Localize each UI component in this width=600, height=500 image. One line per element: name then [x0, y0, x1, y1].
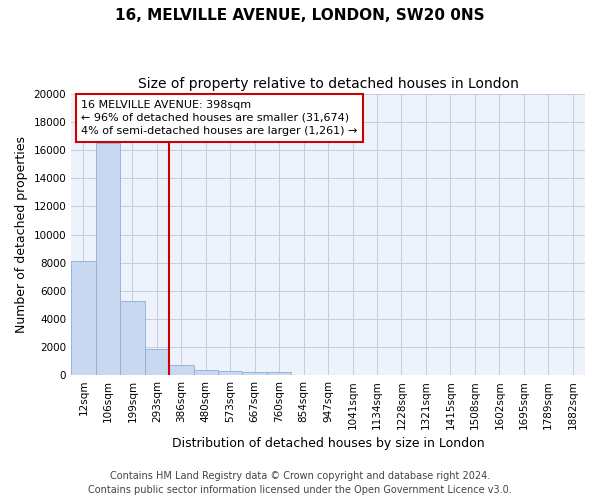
Title: Size of property relative to detached houses in London: Size of property relative to detached ho… — [137, 78, 518, 92]
Bar — [242, 372, 267, 375]
Bar — [71, 262, 95, 375]
Text: 16, MELVILLE AVENUE, LONDON, SW20 0NS: 16, MELVILLE AVENUE, LONDON, SW20 0NS — [115, 8, 485, 22]
Bar — [95, 143, 120, 375]
Text: 16 MELVILLE AVENUE: 398sqm
← 96% of detached houses are smaller (31,674)
4% of s: 16 MELVILLE AVENUE: 398sqm ← 96% of deta… — [82, 100, 358, 136]
Y-axis label: Number of detached properties: Number of detached properties — [15, 136, 28, 333]
Bar — [194, 370, 218, 375]
Bar — [267, 372, 292, 375]
X-axis label: Distribution of detached houses by size in London: Distribution of detached houses by size … — [172, 437, 484, 450]
Text: Contains HM Land Registry data © Crown copyright and database right 2024.
Contai: Contains HM Land Registry data © Crown c… — [88, 471, 512, 495]
Bar — [169, 365, 194, 375]
Bar — [218, 371, 242, 375]
Bar — [120, 300, 145, 375]
Bar — [145, 349, 169, 375]
